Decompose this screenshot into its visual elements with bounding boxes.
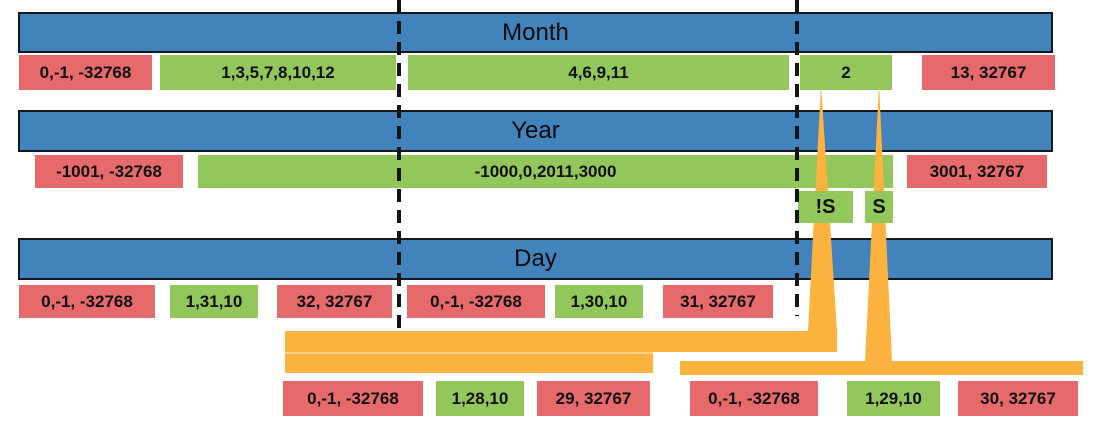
- flow-band-not-leap-connector: [285, 331, 837, 352]
- day30-partition-valid: 1,30,10: [555, 285, 643, 318]
- feb-leap-partition-invalid-high: 30, 32767: [958, 381, 1078, 416]
- flow-band-feb-non-leap: [285, 354, 653, 373]
- day-bar: Day: [18, 238, 1053, 280]
- month-bar-title: Month: [502, 18, 569, 46]
- month-partition-february: 2: [800, 55, 892, 90]
- day-bar-title: Day: [514, 245, 557, 272]
- month-partition-31-day-months: 1,3,5,7,8,10,12: [160, 55, 396, 90]
- month-bar: Month: [18, 12, 1053, 53]
- feb-leap-partition-invalid-low: 0,-1, -32768: [690, 381, 818, 416]
- day30-partition-invalid-low: 0,-1, -32768: [407, 285, 545, 318]
- day30-partition-invalid-high: 31, 32767: [663, 285, 773, 318]
- feb-nonleap-partition-valid: 1,28,10: [436, 381, 524, 416]
- not-leap-year-flag: !S: [798, 191, 853, 223]
- year-partition-invalid-high: 3001, 32767: [907, 155, 1047, 188]
- feb-nonleap-partition-invalid-high: 29, 32767: [537, 381, 650, 416]
- year-bar: Year: [18, 110, 1053, 152]
- dashed-guide-left: [397, 0, 401, 331]
- dashed-guide-right: [795, 0, 799, 316]
- year-partition-invalid-low: -1001, -32768: [35, 155, 183, 188]
- day31-partition-valid: 1,31,10: [170, 285, 258, 318]
- day31-partition-invalid-high: 32, 32767: [277, 285, 392, 318]
- day31-partition-invalid-low: 0,-1, -32768: [19, 285, 155, 318]
- month-partition-30-day-months: 4,6,9,11: [408, 55, 789, 90]
- flow-band-feb-leap: [680, 361, 1083, 375]
- month-partition-invalid-high: 13, 32767: [922, 55, 1055, 90]
- month-partition-invalid-low: 0,-1, -32768: [19, 55, 152, 90]
- feb-nonleap-partition-invalid-low: 0,-1, -32768: [283, 381, 423, 416]
- year-partition-valid: -1000,0,2011,3000: [198, 155, 893, 188]
- flow-band-seam: [285, 352, 653, 354]
- feb-leap-partition-valid: 1,29,10: [847, 381, 940, 416]
- year-bar-title: Year: [511, 117, 560, 144]
- leap-year-flag: S: [865, 191, 893, 223]
